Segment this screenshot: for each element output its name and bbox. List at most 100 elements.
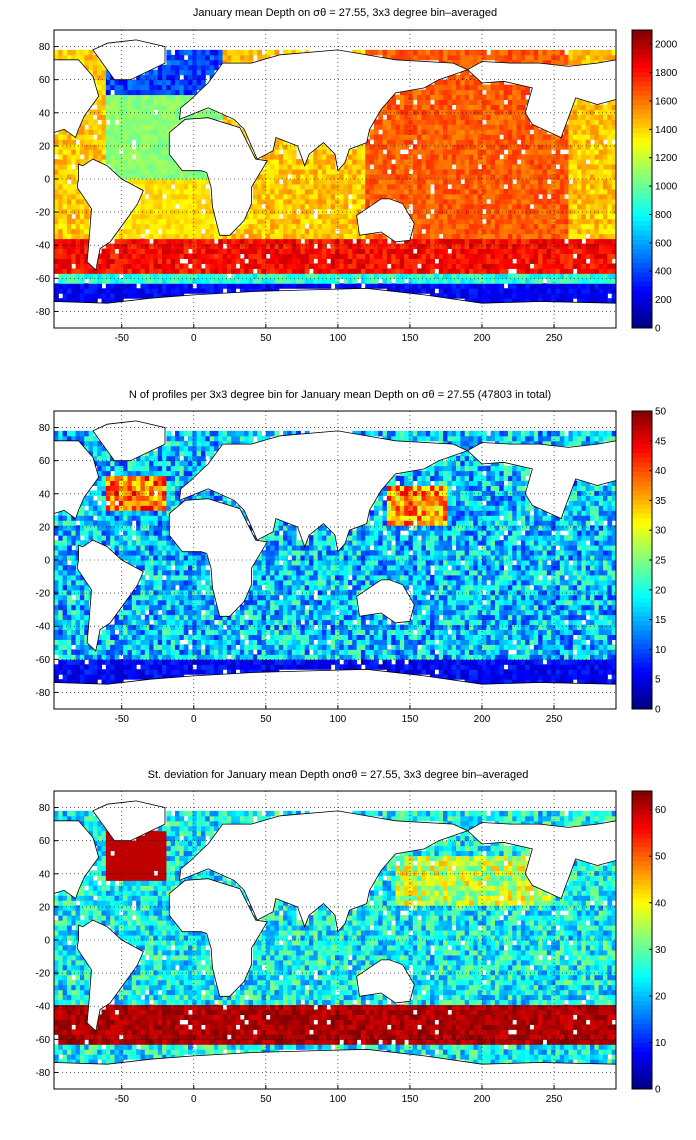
- heatmap-cell: [278, 248, 284, 254]
- heatmap-cell: [209, 64, 215, 71]
- heatmap-cell: [542, 159, 548, 165]
- heatmap-cell: [568, 278, 574, 284]
- heatmap-cell: [92, 500, 98, 506]
- heatmap-cell: [512, 228, 518, 235]
- heatmap-cell: [473, 99, 479, 105]
- heatmap-cell: [123, 253, 128, 259]
- heatmap-cell: [456, 119, 461, 125]
- heatmap-cell: [157, 119, 163, 125]
- heatmap-cell: [585, 134, 591, 140]
- heatmap-cell: [391, 144, 397, 150]
- heatmap-cell: [162, 149, 167, 155]
- heatmap-cell: [607, 238, 613, 245]
- heatmap-cell: [261, 248, 267, 254]
- heatmap-cell: [296, 278, 301, 284]
- heatmap-cell: [434, 293, 440, 299]
- heatmap-cell: [447, 213, 453, 220]
- heatmap-cell: [101, 248, 107, 254]
- heatmap-cell: [157, 193, 163, 200]
- x-tick-label: 100: [330, 333, 347, 344]
- heatmap-cell: [607, 159, 613, 165]
- heatmap-cell: [590, 248, 595, 254]
- heatmap-cell: [378, 188, 384, 195]
- heatmap-cell: [391, 99, 397, 105]
- heatmap-cell: [525, 183, 531, 190]
- heatmap-cell: [421, 248, 427, 254]
- heatmap-cell: [92, 659, 98, 665]
- heatmap-cell: [542, 233, 548, 240]
- heatmap-cell: [136, 273, 141, 279]
- heatmap-cell: [360, 179, 366, 185]
- heatmap-cell: [412, 154, 418, 160]
- heatmap-cell: [114, 84, 120, 91]
- heatmap-cell: [54, 223, 59, 230]
- heatmap-cell: [252, 228, 258, 235]
- heatmap-cell: [75, 193, 81, 200]
- heatmap-cell: [218, 49, 224, 56]
- heatmap-cell: [611, 238, 616, 245]
- heatmap-cell: [438, 159, 444, 165]
- heatmap-cell: [222, 238, 228, 245]
- heatmap-cell: [84, 298, 90, 304]
- heatmap-cell: [54, 584, 59, 591]
- heatmap-cell: [153, 228, 159, 235]
- heatmap-cell: [144, 179, 150, 185]
- heatmap-cell: [58, 49, 64, 56]
- heatmap-cell: [166, 193, 172, 200]
- heatmap-cell: [572, 273, 578, 279]
- heatmap-cell: [205, 283, 211, 289]
- heatmap-cell: [326, 263, 332, 269]
- heatmap-cell: [598, 213, 604, 220]
- heatmap-cell: [611, 193, 616, 200]
- heatmap-cell: [594, 59, 600, 66]
- heatmap-cell: [516, 144, 522, 150]
- heatmap-cell: [244, 248, 250, 254]
- heatmap-cell: [166, 174, 172, 180]
- heatmap-cell: [166, 278, 172, 284]
- heatmap-cell: [153, 288, 159, 294]
- heatmap-cell: [481, 54, 487, 61]
- heatmap-cell: [75, 430, 81, 437]
- heatmap-cell: [84, 614, 90, 621]
- heatmap-cell: [75, 253, 81, 259]
- heatmap-cell: [166, 268, 172, 274]
- heatmap-cell: [356, 283, 362, 289]
- heatmap-cell: [399, 278, 405, 284]
- heatmap-cell: [170, 79, 176, 86]
- heatmap-cell: [75, 293, 81, 299]
- heatmap-cell: [378, 169, 384, 175]
- heatmap-cell: [499, 99, 505, 105]
- heatmap-cell: [494, 49, 500, 56]
- heatmap-cell: [105, 99, 111, 105]
- heatmap-cell: [469, 174, 474, 180]
- heatmap-cell: [559, 298, 565, 304]
- heatmap-cell: [421, 174, 427, 180]
- heatmap-cell: [503, 159, 509, 165]
- heatmap-cell: [75, 233, 81, 240]
- heatmap-cell: [507, 183, 513, 190]
- heatmap-cell: [507, 159, 513, 165]
- heatmap-cell: [257, 283, 263, 289]
- heatmap-cell: [296, 179, 301, 185]
- heatmap-cell: [200, 74, 206, 81]
- heatmap-cell: [283, 179, 288, 185]
- heatmap-cell: [529, 288, 535, 294]
- heatmap-cell: [447, 243, 453, 250]
- heatmap-cell: [149, 193, 154, 200]
- heatmap-cell: [494, 104, 500, 110]
- heatmap-cell: [92, 664, 98, 670]
- heatmap-cell: [144, 283, 150, 289]
- heatmap-cell: [469, 99, 474, 105]
- heatmap-cell: [559, 139, 565, 145]
- heatmap-cell: [166, 129, 172, 135]
- heatmap-cell: [339, 273, 345, 279]
- heatmap-cell: [382, 174, 388, 180]
- heatmap-cell: [170, 94, 176, 101]
- heatmap-cell: [300, 169, 306, 175]
- heatmap-cell: [75, 159, 81, 165]
- colorbar-segment: [632, 169, 652, 175]
- heatmap-cell: [183, 114, 189, 120]
- heatmap-cell: [101, 89, 107, 96]
- heatmap-cell: [84, 129, 90, 135]
- heatmap-cell: [490, 144, 496, 150]
